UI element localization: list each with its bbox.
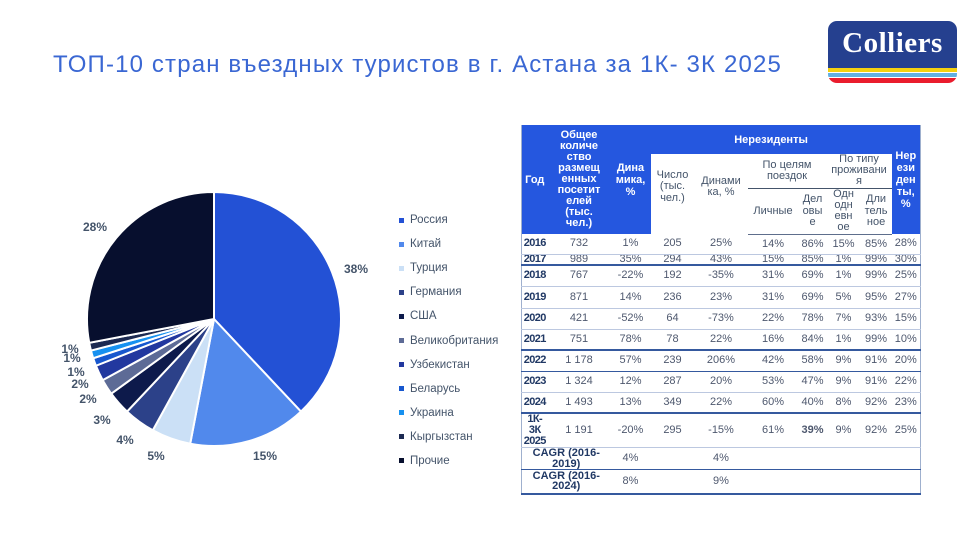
svg-text:3%: 3% (93, 413, 111, 427)
svg-text:4%: 4% (116, 433, 134, 447)
svg-text:5%: 5% (147, 449, 165, 463)
svg-text:2%: 2% (79, 392, 97, 406)
svg-text:15%: 15% (253, 449, 277, 463)
svg-text:2%: 2% (71, 377, 89, 391)
svg-text:38%: 38% (344, 262, 368, 276)
svg-text:1%: 1% (63, 351, 81, 365)
svg-text:1%: 1% (67, 365, 85, 379)
svg-text:1%: 1% (61, 342, 79, 356)
svg-text:28%: 28% (83, 220, 107, 234)
